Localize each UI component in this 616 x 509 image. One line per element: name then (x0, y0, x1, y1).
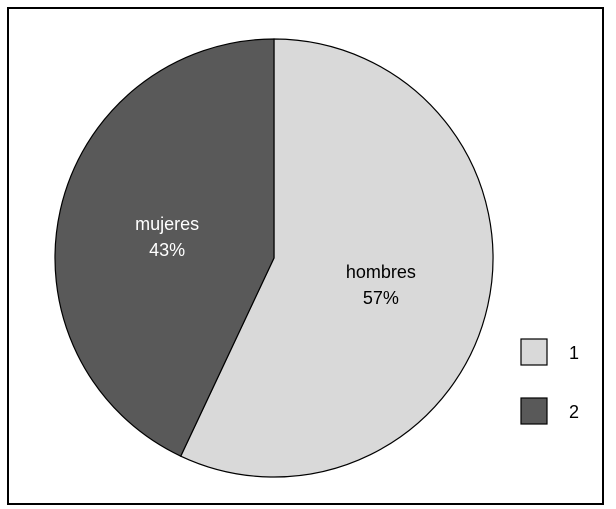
pie-slice-mujeres (54, 38, 275, 457)
slice-label-mujeres: mujeres (135, 214, 199, 234)
legend-swatch-1 (520, 338, 548, 366)
legend-label-1: 1 (569, 343, 579, 363)
pie-chart: hombres 57% mujeres 43% 1 2 (54, 38, 579, 478)
legend: 1 2 (520, 338, 579, 425)
slice-label-hombres: hombres (346, 262, 416, 282)
slice-percent-mujeres: 43% (149, 240, 185, 260)
pie-labels: hombres 57% mujeres 43% (135, 214, 416, 308)
pie-slice-hombres (179, 38, 494, 478)
legend-label-2: 2 (569, 402, 579, 422)
slice-percent-hombres: 57% (363, 288, 399, 308)
legend-swatch-2 (520, 397, 548, 425)
chart-frame: hombres 57% mujeres 43% 1 2 (7, 7, 604, 505)
pie-slices (54, 38, 494, 478)
